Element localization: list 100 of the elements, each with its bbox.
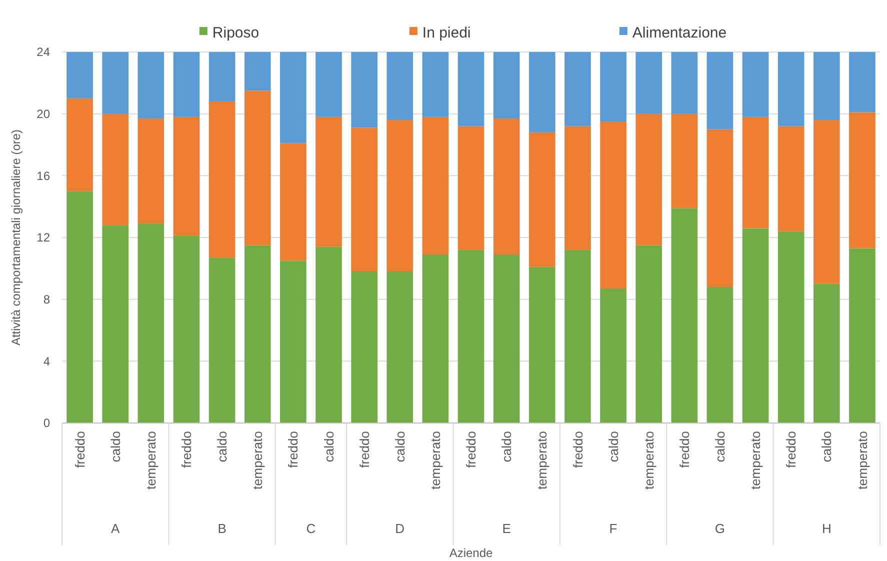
bar [600, 52, 626, 122]
bar [316, 52, 342, 117]
x-tick-label: temperato [641, 431, 656, 490]
bar [244, 90, 271, 246]
x-tick-label: caldo [108, 431, 123, 462]
bar [66, 52, 93, 98]
x-tick-label: caldo [606, 431, 621, 462]
x-tick-label: freddo [286, 431, 301, 468]
bar [66, 191, 93, 423]
bar [636, 114, 662, 246]
bar [742, 228, 769, 423]
x-tick-label: temperato [143, 431, 158, 490]
bar [138, 224, 164, 423]
bar [742, 116, 769, 228]
bar [173, 236, 200, 423]
bar [778, 52, 804, 126]
x-tick-label: freddo [72, 431, 88, 468]
legend-label: In piedi [422, 24, 471, 42]
y-tick-label: 4 [43, 354, 50, 368]
bar [173, 52, 200, 117]
bar [351, 52, 378, 128]
bar [208, 101, 236, 258]
text: G [714, 521, 726, 536]
x-tick-label: caldo [499, 431, 514, 462]
bar [528, 266, 556, 423]
bar [66, 98, 93, 192]
bar [778, 126, 804, 232]
bar [102, 52, 129, 114]
text: F [609, 521, 618, 536]
y-tick-label: 8 [43, 292, 50, 307]
bar [778, 231, 804, 423]
bar [244, 52, 271, 91]
x-tick-label: caldo [819, 431, 834, 462]
bar [849, 248, 876, 423]
legend-label: Riposo [212, 24, 260, 42]
y-tick-label: 12 [36, 230, 50, 245]
x-tick-label: caldo [712, 431, 728, 462]
y-tick-label: 24 [36, 45, 50, 60]
legend-label: Alimentazione [632, 24, 727, 42]
bar [208, 52, 236, 102]
bar [671, 208, 698, 423]
bar [386, 52, 414, 120]
y-axis-title: Attività comportamentali giornaliere (ore) [9, 129, 23, 346]
bar [208, 258, 236, 423]
bar [173, 116, 200, 236]
bar [386, 120, 414, 272]
bar [386, 272, 414, 423]
y-tick-label: 16 [36, 168, 50, 183]
bar [742, 52, 769, 117]
bar [458, 250, 484, 423]
bar [351, 128, 378, 272]
bar [102, 225, 129, 423]
bar [564, 52, 591, 126]
bar [706, 52, 734, 130]
bar [138, 52, 164, 118]
x-tick-label: freddo [179, 431, 194, 468]
bar [600, 288, 626, 423]
bar [528, 132, 556, 267]
bar [316, 116, 342, 247]
x-tick-label: freddo [570, 431, 586, 468]
text: A [111, 521, 120, 536]
text: H [822, 521, 832, 536]
text: B [218, 521, 226, 536]
bar [671, 52, 698, 114]
bar [706, 286, 734, 423]
x-tick-label: caldo [321, 431, 336, 462]
x-tick-label: temperato [428, 431, 443, 490]
bar [636, 245, 662, 423]
bar [458, 52, 484, 126]
bar [493, 52, 520, 118]
x-tick-label: temperato [748, 431, 764, 490]
bar [422, 116, 449, 255]
bar [813, 284, 840, 423]
x-tick-label: freddo [676, 431, 692, 468]
bar [493, 118, 520, 255]
bar [280, 260, 306, 423]
bar [564, 250, 591, 423]
bar [493, 254, 520, 423]
text: D [395, 521, 405, 536]
bar [244, 245, 271, 423]
text: E [502, 521, 512, 536]
y-tick-label: 20 [36, 107, 50, 122]
x-tick-label: temperato [250, 431, 266, 490]
bar [280, 143, 306, 261]
bar [636, 52, 662, 114]
bar [102, 114, 129, 226]
bar [138, 118, 164, 224]
bar [528, 52, 556, 132]
bar [849, 52, 876, 112]
text: C [306, 521, 316, 536]
bar [600, 122, 626, 289]
bar [849, 112, 876, 248]
x-tick-label: freddo [356, 431, 372, 468]
x-tick-label: freddo [784, 431, 799, 468]
bar [422, 52, 449, 117]
bar [280, 52, 306, 144]
bar [351, 272, 378, 423]
x-tick-label: caldo [214, 431, 230, 462]
x-tick-label: temperato [854, 431, 870, 490]
y-tick-label: 0 [43, 416, 50, 430]
